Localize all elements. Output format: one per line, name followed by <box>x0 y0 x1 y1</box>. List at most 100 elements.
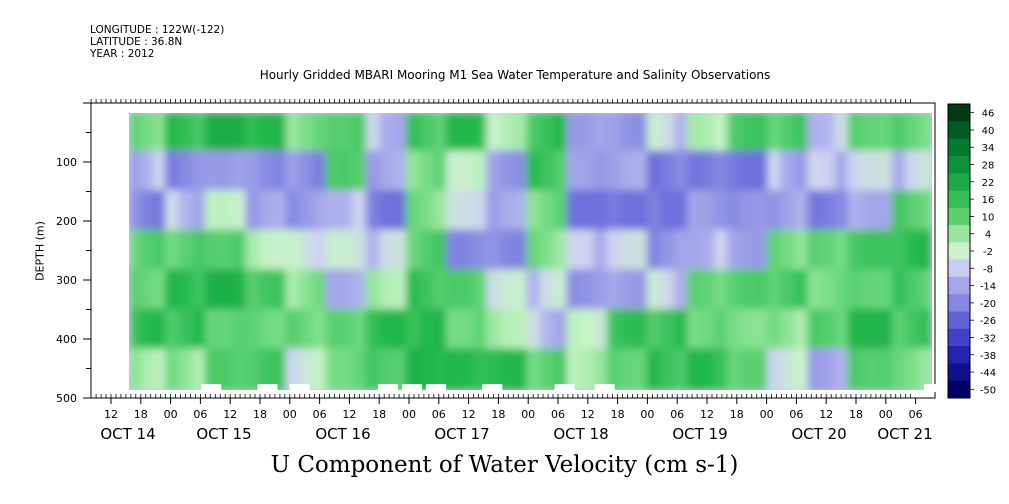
x-hour-label: 12 <box>819 408 833 421</box>
y-tick-label: 400 <box>56 333 77 346</box>
heatmap-cell <box>687 348 702 390</box>
heatmap-cell <box>141 229 154 274</box>
x-hour-label: 12 <box>342 408 356 421</box>
colorbar-tick-label: -8 <box>983 264 993 275</box>
heatmap-cell <box>352 190 367 234</box>
heatmap-cell <box>141 269 154 313</box>
heatmap-cell <box>687 269 702 313</box>
heatmap-cell <box>419 150 434 195</box>
heatmap-cell <box>673 150 689 195</box>
heatmap-cells <box>129 113 932 390</box>
heatmap-cell <box>339 190 354 234</box>
heatmap-cell <box>473 308 488 353</box>
heatmap-cell <box>499 150 515 195</box>
heatmap-cell <box>499 269 515 313</box>
heatmap-cell <box>205 269 220 313</box>
heatmap-cell <box>834 113 849 155</box>
colorbar-segment <box>948 294 970 312</box>
heatmap-cell <box>406 229 421 274</box>
heatmap-cell <box>700 308 715 353</box>
heatmap-cell <box>794 308 809 353</box>
heatmap-cell <box>539 348 555 390</box>
x-hour-label: 06 <box>909 408 923 421</box>
longitude-label: LONGITUDE : 122W(-122) <box>90 24 225 36</box>
heatmap-cell <box>446 308 461 353</box>
heatmap-cell <box>486 348 501 390</box>
heatmap-cell <box>713 229 729 274</box>
heatmap-cell <box>141 113 154 155</box>
heatmap-cell <box>862 190 879 234</box>
heatmap-cell <box>379 348 394 390</box>
heatmap-cell <box>918 308 932 353</box>
heatmap-cell <box>245 229 260 274</box>
heatmap-cell <box>905 348 920 390</box>
heatmap-cell <box>446 269 461 313</box>
heatmap-cell <box>553 348 568 390</box>
heatmap-cell <box>141 190 154 234</box>
heatmap-cell <box>660 150 675 195</box>
heatmap-cell <box>432 229 448 274</box>
x-hour-label: 18 <box>253 408 267 421</box>
heatmap-cell <box>419 190 434 234</box>
colorbar-tick-label: -32 <box>980 333 996 344</box>
heatmap-cell <box>780 113 796 155</box>
heatmap-cell <box>432 190 448 234</box>
heatmap-cell <box>178 150 193 195</box>
heatmap-cell <box>847 308 864 353</box>
data-gap <box>201 384 222 392</box>
heatmap-cell <box>877 229 893 274</box>
colorbar-segment <box>948 363 970 382</box>
heatmap-cell <box>580 229 595 274</box>
heatmap-cell <box>325 229 341 274</box>
heatmap-cell <box>780 269 796 313</box>
heatmap-cell <box>673 308 689 353</box>
heatmap-cell <box>406 190 421 234</box>
heatmap-cell <box>807 150 822 195</box>
heatmap-cell <box>486 269 501 313</box>
chart-title: Hourly Gridded MBARI Mooring M1 Sea Wate… <box>259 68 771 82</box>
heatmap-cell <box>473 229 488 274</box>
x-hour-label: 12 <box>223 408 237 421</box>
heatmap-cell <box>191 269 207 313</box>
heatmap-cell <box>740 113 755 155</box>
heatmap-cell <box>325 113 341 155</box>
heatmap-cell <box>847 229 864 274</box>
heatmap-cell <box>580 348 595 390</box>
heatmap-cell <box>406 348 421 390</box>
heatmap-cell <box>312 269 327 313</box>
heatmap-cell <box>325 308 341 353</box>
heatmap-cell <box>754 113 769 155</box>
heatmap-cell <box>862 113 879 155</box>
heatmap-cell <box>633 113 648 155</box>
x-hour-label: 00 <box>640 408 654 421</box>
heatmap-cell <box>553 269 568 313</box>
heatmap-cell <box>606 269 622 313</box>
x-hour-label: 06 <box>432 408 446 421</box>
heatmap-cell <box>446 113 461 155</box>
heatmap-cell <box>392 269 408 313</box>
heatmap-cell <box>834 229 849 274</box>
heatmap-cell <box>352 113 367 155</box>
heatmap-cell <box>539 190 555 234</box>
heatmap-cell <box>272 269 287 313</box>
heatmap-cell <box>232 190 247 234</box>
heatmap-cell <box>339 150 354 195</box>
heatmap-cell <box>713 308 729 353</box>
heatmap-cell <box>847 113 864 155</box>
heatmap-cell <box>285 348 300 390</box>
heatmap-cell <box>620 113 635 155</box>
y-tick-label: 200 <box>56 215 77 228</box>
heatmap-cell <box>862 150 879 195</box>
data-gap <box>594 384 615 392</box>
x-hour-label: 18 <box>730 408 744 421</box>
heatmap-cell <box>272 348 287 390</box>
heatmap-cell <box>740 229 755 274</box>
heatmap-cell <box>539 150 555 195</box>
heatmap-cell <box>446 190 461 234</box>
heatmap-cell <box>379 190 394 234</box>
heatmap-cell <box>446 348 461 390</box>
heatmap-cell <box>700 190 715 234</box>
colorbar-segment <box>948 276 970 295</box>
heatmap-cell <box>153 150 167 195</box>
heatmap-cell <box>740 348 755 390</box>
